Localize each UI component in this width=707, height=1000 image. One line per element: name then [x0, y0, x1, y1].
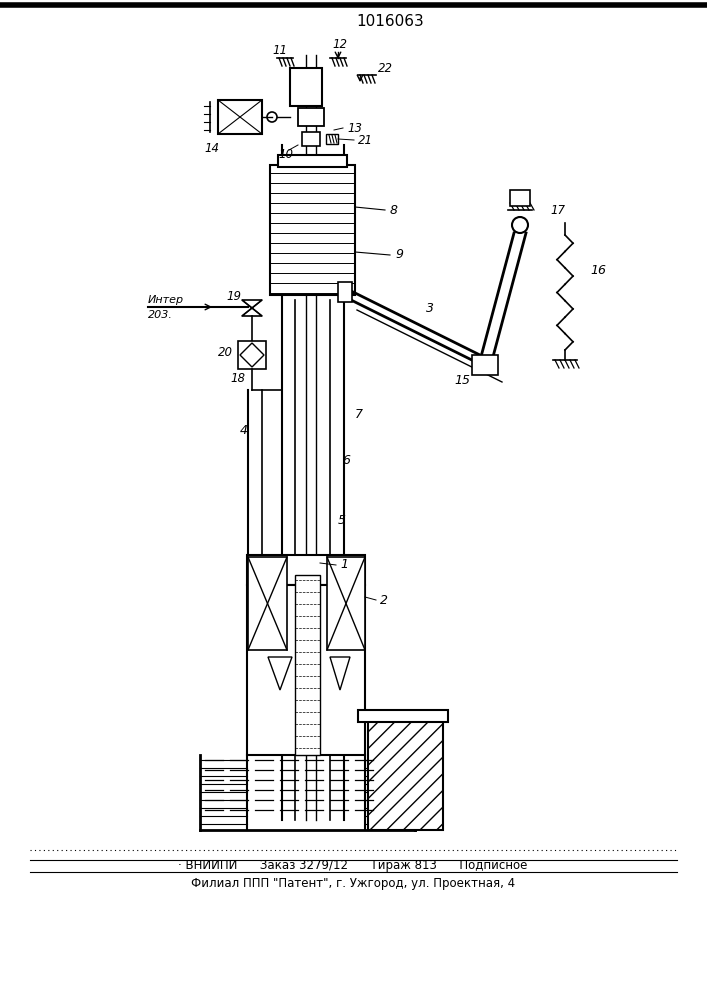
- Text: 17: 17: [550, 204, 565, 217]
- Text: Интер: Интер: [148, 295, 184, 305]
- Bar: [302, 132, 320, 146]
- Text: 10: 10: [279, 148, 293, 161]
- Text: 3: 3: [426, 302, 434, 314]
- Bar: [298, 108, 324, 126]
- Bar: [270, 165, 355, 295]
- Text: 7: 7: [355, 408, 363, 422]
- Text: 14: 14: [204, 141, 219, 154]
- Bar: [368, 720, 443, 830]
- Text: Филиал ППП "Патент", г. Ужгород, ул. Проектная, 4: Филиал ППП "Патент", г. Ужгород, ул. Про…: [191, 878, 515, 890]
- Text: 20: 20: [218, 346, 233, 359]
- Bar: [247, 585, 365, 755]
- Text: 15: 15: [454, 373, 470, 386]
- Polygon shape: [268, 657, 292, 690]
- Bar: [338, 282, 352, 302]
- Bar: [295, 575, 320, 755]
- Bar: [247, 555, 365, 585]
- Polygon shape: [330, 657, 350, 690]
- Text: 4: 4: [240, 424, 248, 436]
- Text: 22: 22: [378, 62, 393, 75]
- Bar: [326, 134, 338, 144]
- Bar: [510, 190, 530, 206]
- Circle shape: [512, 217, 528, 233]
- Text: 9: 9: [395, 248, 403, 261]
- Bar: [290, 68, 322, 106]
- Text: 1016063: 1016063: [356, 14, 424, 29]
- Text: · ВНИИПИ      Заказ 3279/12      Тираж 813      Подписное: · ВНИИПИ Заказ 3279/12 Тираж 813 Подписн…: [178, 859, 527, 872]
- Text: 12: 12: [332, 38, 348, 51]
- Text: 21: 21: [358, 133, 373, 146]
- Text: 13: 13: [347, 121, 362, 134]
- Text: 16: 16: [590, 263, 606, 276]
- Bar: [278, 155, 347, 167]
- Text: 5: 5: [338, 514, 346, 526]
- Bar: [358, 710, 448, 722]
- Bar: [472, 355, 498, 375]
- Text: 11: 11: [272, 43, 288, 56]
- Polygon shape: [327, 557, 365, 650]
- Text: 2: 2: [380, 593, 388, 606]
- Text: 8: 8: [390, 204, 398, 217]
- Text: 203.: 203.: [148, 310, 173, 320]
- Text: 19: 19: [226, 290, 242, 304]
- Text: 1: 1: [340, 558, 348, 572]
- Text: 6: 6: [342, 454, 350, 466]
- Bar: [218, 100, 262, 134]
- Polygon shape: [248, 557, 287, 650]
- Bar: [238, 341, 266, 369]
- Text: 18: 18: [230, 371, 245, 384]
